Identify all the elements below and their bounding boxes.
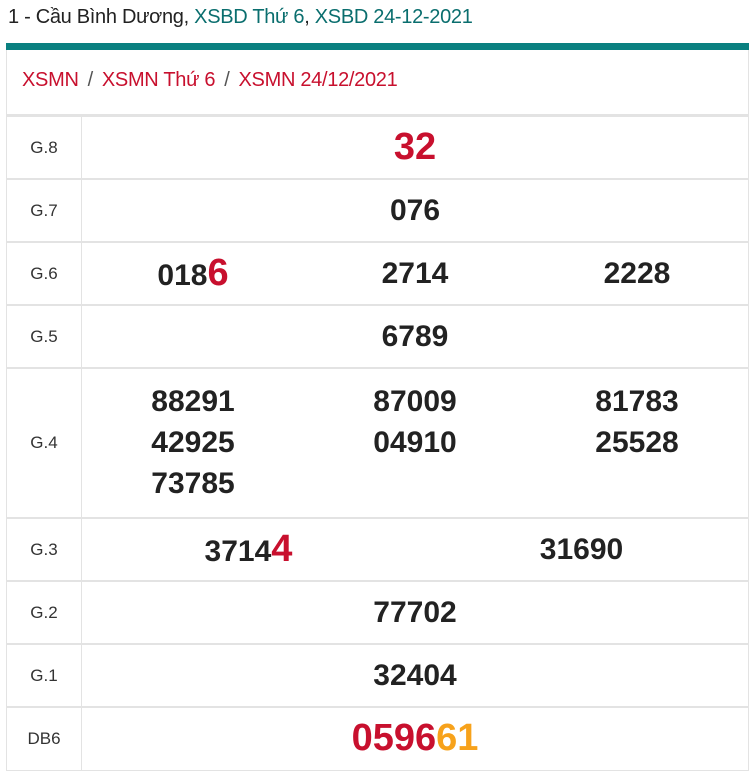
page-title: 1 - Cầu Bình Dương, XSBD Thứ 6, XSBD 24-… [8,6,473,29]
prize-row-special: DB6 059661 [6,706,749,771]
number-tail-highlight: 6 [207,252,229,294]
prize-label: G.6 [6,241,82,306]
prize-number: 73785 [151,467,235,500]
prize-number: 2228 [603,256,671,290]
xsbd-date-link[interactable]: XSBD 24-12-2021 [314,6,473,28]
prize-label: G.1 [6,643,82,708]
prize-row-g3: G.3 37144 31690 [6,517,749,582]
prize-number: 81783 [595,385,679,418]
breadcrumb: XSMN / XSMN Thứ 6 / XSMN 24/12/2021 [6,50,749,115]
prize-row-g6: G.6 0186 2714 2228 [6,241,749,306]
prize-number: 88291 [151,385,235,418]
prize-row-g5: G.5 6789 [6,304,749,369]
prize-number: 77702 [373,595,457,629]
results-table: G.8 32 G.7 076 G.6 0186 2714 2228 G.5 6789 G.4… [6,115,749,771]
prize-number: 31690 [539,532,624,566]
prize-row-g4: G.4 88291 87009 81783 42925 04910 25528 7378… [6,367,749,519]
title-comma: , [304,6,315,28]
breadcrumb-separator: / [87,69,94,91]
number-tail-highlight: 61 [436,717,479,760]
prize-row-g2: G.2 77702 [6,580,749,645]
prize-number: 0186 [83,252,303,295]
prize-label: G.8 [6,115,82,180]
breadcrumb-separator: / [224,69,230,91]
prize-label: G.7 [6,178,82,243]
prize-number: 2714 [381,256,449,290]
prize-number: 87009 [373,385,457,418]
prize-number: 076 [389,193,441,227]
breadcrumb-xsmn-weekday[interactable]: XSMN Thứ 6 [101,69,216,91]
title-prefix: 1 - Cầu Bình Dương, [8,6,195,28]
xsbd-weekday-link[interactable]: XSBD Thứ 6 [194,6,305,28]
number-head: 3714 [204,535,272,568]
prize-label: G.4 [6,367,82,519]
header-divider [6,43,749,50]
prize-number: 32 [393,126,437,168]
breadcrumb-xsmn-date[interactable]: XSMN 24/12/2021 [238,69,398,91]
prize-number: 37144 [82,528,415,571]
prize-label: G.2 [6,580,82,645]
number-head: 0596 [351,717,437,760]
prize-number: 04910 [373,426,457,459]
prize-row-g7: G.7 076 [6,178,749,243]
prize-label: G.5 [6,304,82,369]
number-head: 018 [157,259,208,292]
prize-number: 25528 [595,426,679,459]
prize-number: 32404 [373,658,457,692]
prize-row-g8: G.8 32 [6,115,749,180]
prize-label: DB6 [6,706,82,771]
number-tail-highlight: 4 [271,528,293,570]
prize-number: 42925 [151,426,235,459]
breadcrumb-xsmn[interactable]: XSMN [22,69,79,91]
prize-label: G.3 [6,517,82,582]
special-prize-number: 059661 [305,717,525,760]
prize-number: 6789 [381,319,449,353]
prize-row-g1: G.1 32404 [6,643,749,708]
